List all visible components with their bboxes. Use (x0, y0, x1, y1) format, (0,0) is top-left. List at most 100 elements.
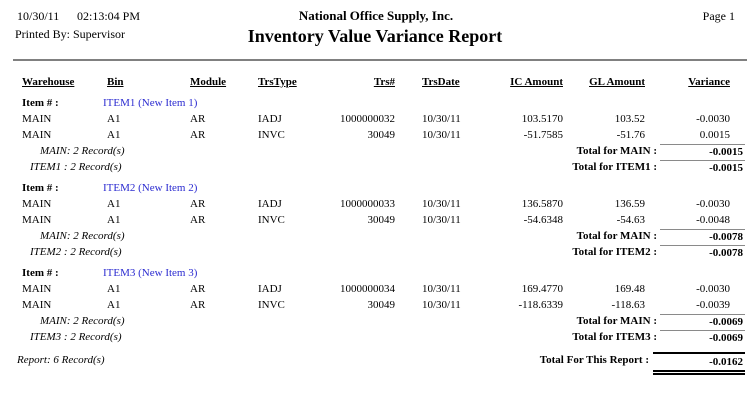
table-row: MAIN A1 AR IADJ 1000000034 10/30/11 169.… (0, 282, 747, 297)
warehouse-total-label: Total for MAIN : (576, 315, 657, 327)
col-warehouse: Warehouse (22, 76, 75, 88)
cell-trsnum: 30049 (367, 214, 396, 226)
cell-ic-amount: 103.5170 (521, 113, 563, 125)
item-record-count: ITEM2 : 2 Record(s) (30, 246, 122, 258)
warehouse-record-count: MAIN: 2 Record(s) (40, 315, 125, 327)
report-record-count: Report: 6 Record(s) (17, 354, 105, 366)
cell-warehouse: MAIN (22, 214, 52, 226)
cell-trsnum: 1000000032 (340, 113, 395, 125)
item-link[interactable]: ITEM2 (New Item 2) (103, 182, 198, 194)
column-header-row: Warehouse Bin Module TrsType Trs# TrsDat… (0, 75, 747, 90)
report-total-row: Report: 6 Record(s) Total For This Repor… (0, 352, 747, 375)
cell-trsdate: 10/30/11 (422, 299, 461, 311)
cell-trsnum: 1000000033 (340, 198, 395, 210)
cell-trsdate: 10/30/11 (422, 113, 461, 125)
cell-module: AR (190, 214, 206, 226)
cell-trsdate: 10/30/11 (422, 198, 461, 210)
item-total-row: ITEM1 : 2 Record(s) Total for ITEM1 : -0… (0, 160, 747, 175)
report-total-label: Total For This Report : (539, 354, 649, 366)
cell-bin: A1 (107, 299, 121, 311)
cell-bin: A1 (107, 198, 121, 210)
item-group-2: Item # : ITEM2 (New Item 2) MAIN A1 AR I… (0, 180, 747, 260)
col-gl-amount: GL Amount (589, 76, 645, 88)
cell-variance: -0.0039 (696, 299, 730, 311)
item-total-value: -0.0069 (660, 330, 745, 345)
cell-trstype: INVC (258, 299, 285, 311)
col-trstype: TrsType (258, 76, 297, 88)
col-module: Module (190, 76, 227, 88)
cell-variance: -0.0030 (696, 198, 730, 210)
report-title: Inventory Value Variance Report (247, 26, 503, 46)
warehouse-total-value: -0.0015 (660, 144, 745, 159)
cell-trsnum: 1000000034 (340, 283, 395, 295)
col-ic-amount: IC Amount (510, 76, 563, 88)
cell-gl-amount: -51.76 (616, 129, 645, 141)
report-header-line1: 10/30/11 02:13:04 PM National Office Sup… (0, 0, 747, 24)
item-total-label: Total for ITEM1 : (572, 161, 657, 173)
warehouse-total-value: -0.0078 (660, 229, 745, 244)
cell-trsdate: 10/30/11 (422, 283, 461, 295)
cell-warehouse: MAIN (22, 283, 52, 295)
report-time: 02:13:04 PM (77, 9, 141, 23)
item-group-1: Item # : ITEM1 (New Item 1) MAIN A1 AR I… (0, 95, 747, 175)
warehouse-record-count: MAIN: 2 Record(s) (40, 230, 125, 242)
item-record-count: ITEM3 : 2 Record(s) (30, 331, 122, 343)
cell-module: AR (190, 283, 206, 295)
cell-ic-amount: 169.4770 (521, 283, 563, 295)
item-record-count: ITEM1 : 2 Record(s) (30, 161, 122, 173)
cell-warehouse: MAIN (22, 198, 52, 210)
item-total-value: -0.0015 (660, 160, 745, 175)
cell-bin: A1 (107, 283, 121, 295)
cell-warehouse: MAIN (22, 299, 52, 311)
item-header-row: Item # : ITEM2 (New Item 2) (0, 180, 747, 196)
cell-trstype: INVC (258, 129, 285, 141)
warehouse-total-value: -0.0069 (660, 314, 745, 329)
warehouse-total-row: MAIN: 2 Record(s) Total for MAIN : -0.00… (0, 229, 747, 244)
report-datetime: 10/30/11 02:13:04 PM (17, 9, 247, 23)
cell-trsdate: 10/30/11 (422, 214, 461, 226)
warehouse-total-label: Total for MAIN : (576, 230, 657, 242)
cell-trstype: IADJ (258, 283, 282, 295)
table-row: MAIN A1 AR INVC 30049 10/30/11 -54.6348 … (0, 213, 747, 228)
cell-gl-amount: -54.63 (616, 214, 645, 226)
printed-by: Printed By: Supervisor (15, 27, 125, 41)
col-trsdate: TrsDate (422, 76, 460, 88)
cell-ic-amount: -51.7585 (523, 129, 563, 141)
item-number-label: Item # : (22, 97, 59, 109)
cell-gl-amount: -118.63 (611, 299, 645, 311)
table-row: MAIN A1 AR IADJ 1000000033 10/30/11 136.… (0, 197, 747, 212)
cell-variance: -0.0030 (696, 283, 730, 295)
cell-trsnum: 30049 (367, 299, 396, 311)
cell-trstype: IADJ (258, 113, 282, 125)
cell-variance: -0.0030 (696, 113, 730, 125)
cell-gl-amount: 136.59 (614, 198, 645, 210)
cell-ic-amount: 136.5870 (521, 198, 563, 210)
cell-warehouse: MAIN (22, 129, 52, 141)
cell-warehouse: MAIN (22, 113, 52, 125)
item-header-row: Item # : ITEM3 (New Item 3) (0, 265, 747, 281)
item-number-label: Item # : (22, 182, 59, 194)
cell-bin: A1 (107, 214, 121, 226)
item-total-row: ITEM3 : 2 Record(s) Total for ITEM3 : -0… (0, 330, 747, 345)
cell-module: AR (190, 113, 206, 125)
item-link[interactable]: ITEM3 (New Item 3) (103, 267, 198, 279)
report-date: 10/30/11 (17, 9, 60, 23)
cell-trsnum: 30049 (367, 129, 396, 141)
cell-trstype: IADJ (258, 198, 282, 210)
warehouse-total-row: MAIN: 2 Record(s) Total for MAIN : -0.00… (0, 314, 747, 329)
item-link[interactable]: ITEM1 (New Item 1) (103, 97, 198, 109)
warehouse-total-row: MAIN: 2 Record(s) Total for MAIN : -0.00… (0, 144, 747, 159)
table-row: MAIN A1 AR INVC 30049 10/30/11 -51.7585 … (0, 128, 747, 143)
report-total-value: -0.0162 (653, 352, 745, 375)
cell-ic-amount: -54.6348 (523, 214, 563, 226)
item-number-label: Item # : (22, 267, 59, 279)
cell-bin: A1 (107, 129, 121, 141)
item-total-value: -0.0078 (660, 245, 745, 260)
company-name: National Office Supply, Inc. (298, 8, 454, 23)
cell-module: AR (190, 198, 206, 210)
col-trsnum: Trs# (373, 76, 395, 88)
item-total-row: ITEM2 : 2 Record(s) Total for ITEM2 : -0… (0, 245, 747, 260)
table-row: MAIN A1 AR INVC 30049 10/30/11 -118.6339… (0, 298, 747, 313)
col-variance: Variance (688, 76, 730, 88)
col-bin: Bin (107, 76, 124, 88)
